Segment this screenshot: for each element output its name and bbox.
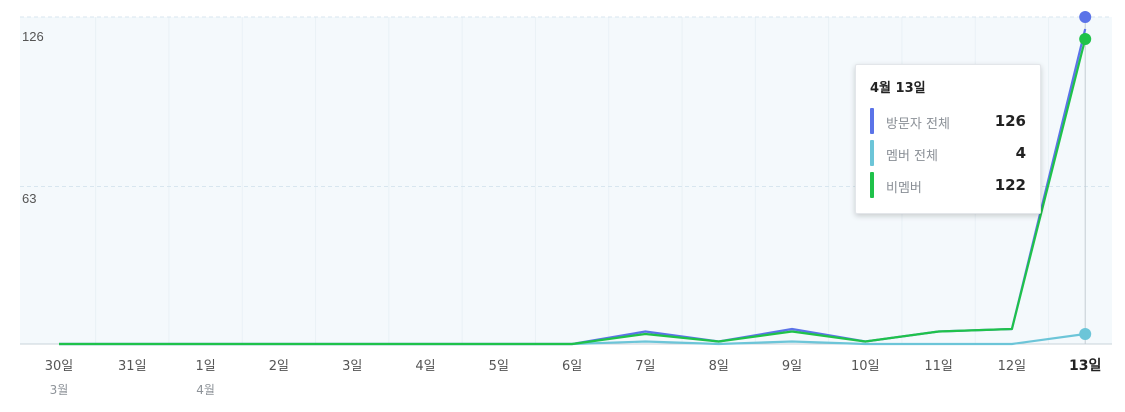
x-tick-label: 31일 — [118, 359, 147, 374]
tooltip-row-members: 멤버 전체 4 — [870, 140, 1026, 166]
tooltip-label: 멤버 전체 — [886, 149, 938, 164]
x-month-label: 4월 — [196, 383, 215, 397]
x-tick-label: 7일 — [635, 359, 655, 374]
tooltip-value: 122 — [994, 176, 1026, 194]
x-tick-label: 1일 — [195, 359, 215, 374]
x-tick-label: 10일 — [851, 359, 880, 374]
tooltip-label: 방문자 전체 — [886, 117, 950, 132]
x-tick-label: 12일 — [998, 359, 1027, 374]
series-line — [59, 38, 1087, 346]
x-tick-label: 30일 — [45, 359, 74, 374]
y-tick-label: 126 — [22, 29, 44, 44]
data-point-marker — [1079, 11, 1092, 23]
x-tick-label: 13일 — [1069, 358, 1101, 374]
x-tick-label: 2일 — [269, 359, 289, 374]
x-tick-label: 11일 — [924, 359, 953, 374]
x-tick-label: 4일 — [415, 359, 435, 374]
series-swatch-nonmembers — [870, 172, 874, 198]
tooltip-label: 비멤버 — [886, 181, 922, 196]
x-tick-label: 8일 — [709, 359, 729, 374]
tooltip-value: 126 — [994, 112, 1026, 130]
y-tick-label: 63 — [22, 191, 36, 206]
tooltip-title: 4월 13일 — [870, 81, 926, 96]
tooltip-row-nonmembers: 비멤버 122 — [870, 172, 1026, 198]
data-point-marker — [1079, 328, 1092, 340]
x-tick-label: 9일 — [782, 359, 802, 374]
data-point-marker — [1079, 33, 1092, 45]
x-tick-label: 3일 — [342, 359, 362, 374]
chart-tooltip: 4월 13일 방문자 전체 126 멤버 전체 4 비멤버 122 — [855, 64, 1041, 214]
x-tick-label: 5일 — [489, 359, 509, 374]
tooltip-value: 4 — [1015, 144, 1026, 162]
tooltip-row-total: 방문자 전체 126 — [870, 108, 1026, 134]
series-swatch-total — [870, 108, 874, 134]
x-tick-label: 6일 — [562, 359, 582, 374]
x-month-label: 3월 — [50, 383, 69, 397]
series-swatch-members — [870, 140, 874, 166]
